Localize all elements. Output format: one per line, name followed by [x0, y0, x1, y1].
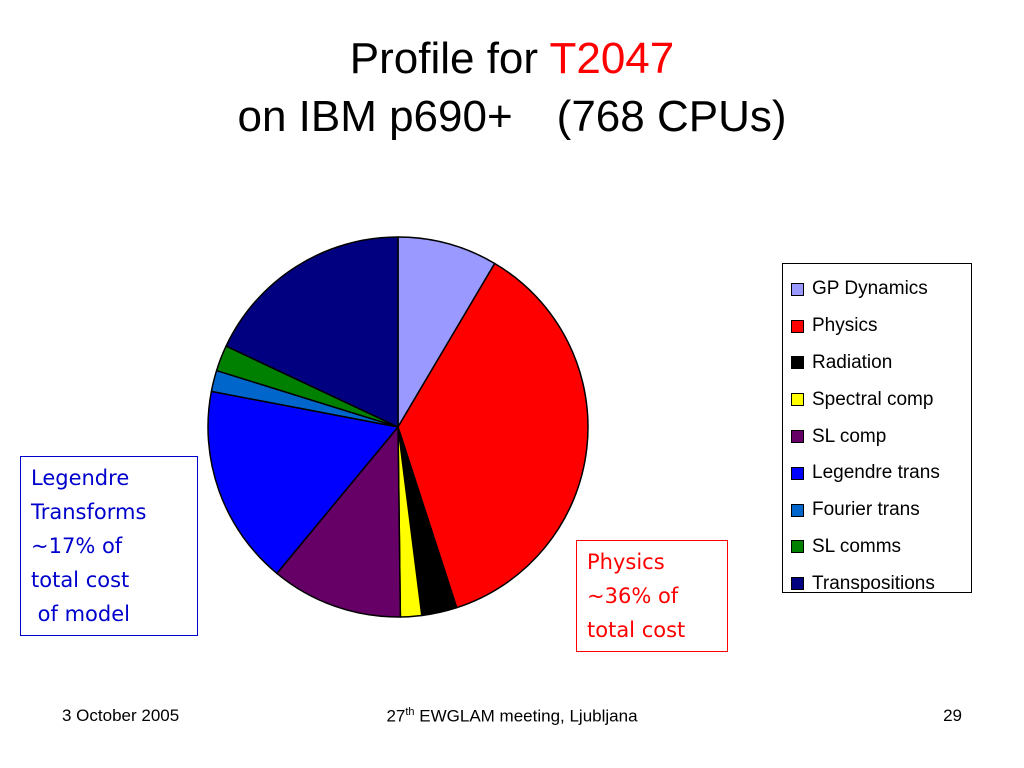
legend-item-transpositions: Transpositions [791, 565, 971, 602]
legend-swatch [791, 577, 804, 591]
legend-label: Radiation [812, 351, 893, 373]
physics-callout-line: ~36% of [587, 584, 679, 608]
legendre-callout-line: total cost [31, 568, 130, 592]
pie-slice-physics [397, 262, 589, 609]
pie-slice-gp-dynamics [397, 236, 496, 428]
title-line-2: on IBM p690+ (768 CPUs) [0, 88, 1024, 146]
legend-item-physics: Physics [791, 308, 971, 345]
legend-label: SL comp [812, 425, 887, 447]
legend-label: Transpositions [812, 572, 935, 594]
footer-date: 3 October 2005 [62, 706, 180, 725]
legend-label: Spectral comp [812, 388, 934, 410]
legend-swatch [791, 503, 804, 517]
legend-item-fourier-trans: Fourier trans [791, 492, 971, 529]
legendre-callout: Legendre Transforms ~17% of total cost o… [20, 456, 198, 636]
footer-meeting: 27th EWGLAM meeting, Ljubljana [0, 706, 1024, 727]
pie-slice-transpositions [225, 236, 399, 428]
footer-page-number: 29 [943, 706, 962, 725]
legendre-callout-line: ~17% of [31, 534, 123, 558]
legendre-callout-line: Transforms [31, 500, 147, 524]
legend-swatch [791, 393, 804, 407]
legend-swatch [791, 356, 804, 370]
footer-meeting-ordinal: th [405, 706, 415, 718]
title-prefix: Profile for [349, 34, 539, 83]
chart-legend: GP Dynamics Physics Radiation Spectral comp… [782, 263, 972, 594]
legend-item-spectral-comp: Spectral comp [791, 381, 971, 418]
pie-slice-sl-comp [276, 426, 402, 618]
legend-label: GP Dynamics [812, 278, 928, 300]
legend-label: Fourier trans [812, 499, 920, 521]
footer-meeting-number: 27 [386, 706, 406, 726]
physics-callout-line: Physics [587, 550, 665, 574]
legend-item-gp-dynamics: GP Dynamics [791, 271, 971, 308]
slide-title: Profile for T2047 on IBM p690+ (768 CPUs) [0, 30, 1024, 146]
title-cpus: (768 CPUs) [556, 92, 787, 141]
legend-swatch [791, 466, 804, 480]
title-highlight: T2047 [549, 34, 675, 83]
legend-item-radiation: Radiation [791, 345, 971, 382]
title-line-1: Profile for T2047 [0, 30, 1024, 88]
legend-item-sl-comp: SL comp [791, 418, 971, 455]
legendre-callout-line: Legendre [31, 466, 130, 490]
footer-meeting-name: EWGLAM meeting, Ljubljana [414, 706, 638, 726]
legend-item-sl-comms: SL comms [791, 529, 971, 566]
legend-swatch [791, 430, 804, 444]
physics-callout: Physics ~36% of total cost [576, 540, 728, 652]
pie-slice-legendre-trans [207, 390, 399, 575]
legend-swatch [791, 282, 804, 296]
legend-label: Physics [812, 315, 878, 337]
legend-label: Legendre trans [812, 462, 940, 484]
legend-swatch [791, 319, 804, 333]
legend-swatch [791, 540, 804, 554]
legendre-callout-line: of model [31, 602, 130, 626]
physics-callout-line: total cost [587, 618, 686, 642]
title-platform: on IBM p690+ [237, 92, 513, 141]
legend-label: SL comms [812, 535, 902, 557]
legend-item-legendre-trans: Legendre trans [791, 455, 971, 492]
